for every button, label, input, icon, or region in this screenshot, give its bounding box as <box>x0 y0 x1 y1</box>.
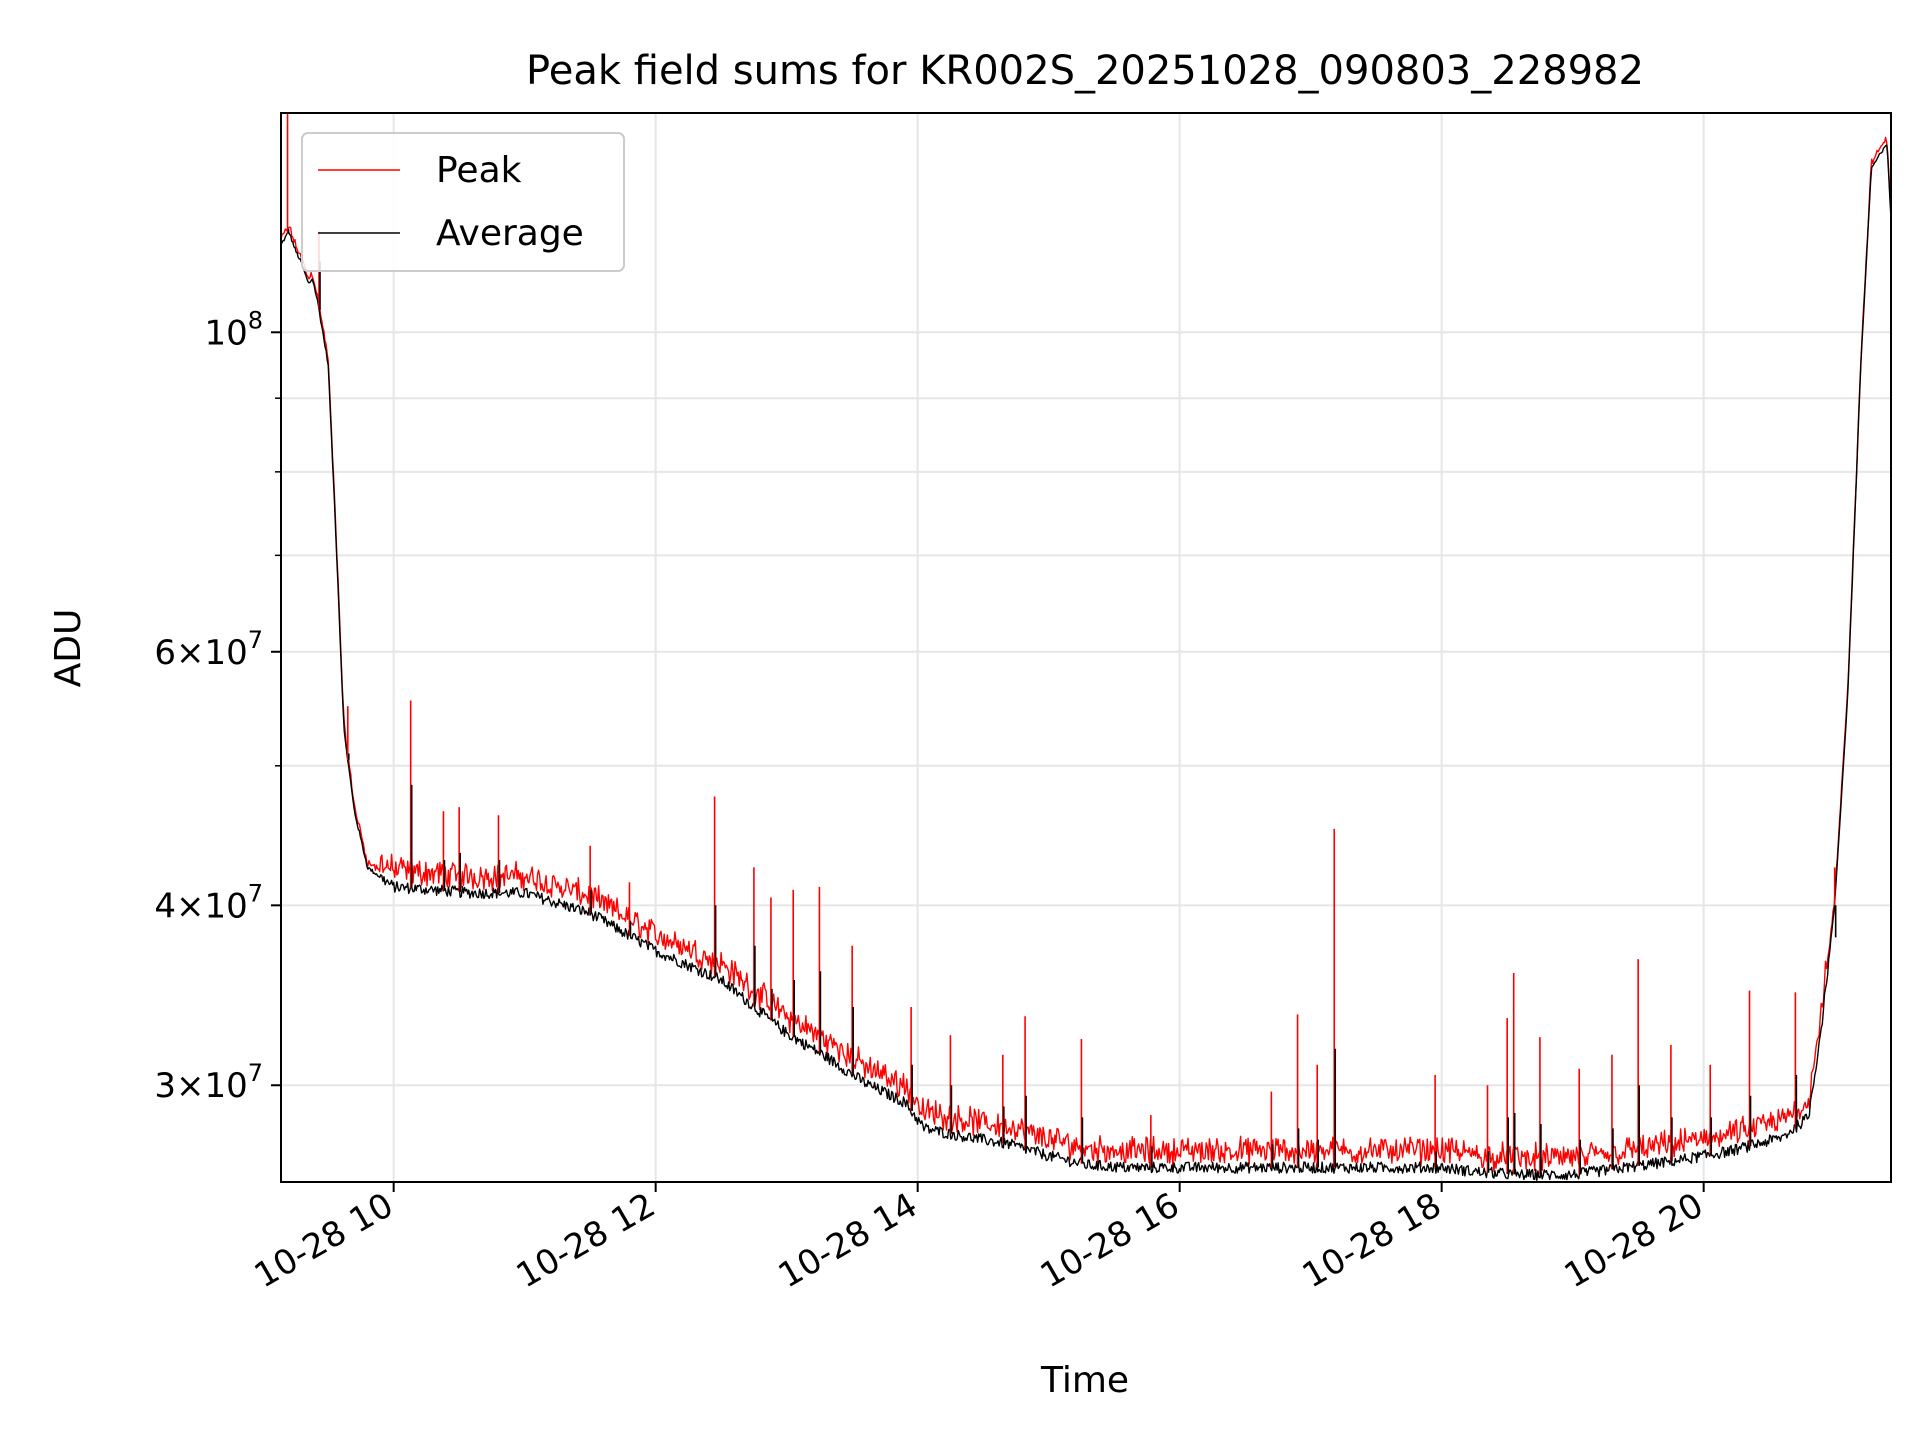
y-tick-label: 3×107 <box>154 1059 263 1106</box>
y-tick-label: 6×107 <box>154 626 263 673</box>
average-series-line <box>281 144 1891 1181</box>
legend-peak-label: Peak <box>436 150 522 191</box>
y-tick-label: 108 <box>204 306 263 353</box>
legend-average-label: Average <box>436 213 584 254</box>
y-axis-label: ADU <box>48 609 89 688</box>
peak-series-line <box>281 136 1891 1173</box>
legend-box <box>301 132 625 272</box>
legend: Peak Average <box>301 132 625 272</box>
chart-title: Peak field sums for KR002S_20251028_0908… <box>526 48 1644 94</box>
y-tick-label: 4×107 <box>154 879 263 926</box>
grid <box>281 113 1891 1182</box>
x-axis-label: Time <box>1040 1360 1129 1401</box>
plot-frame <box>280 112 1892 1183</box>
